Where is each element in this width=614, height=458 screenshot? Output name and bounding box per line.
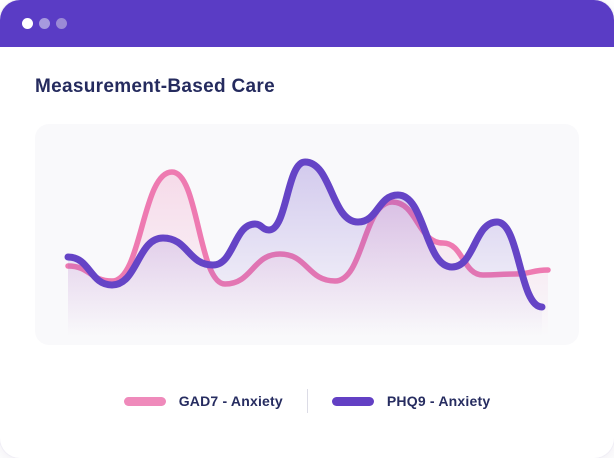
phq9-area-fill	[68, 162, 542, 345]
phq9-legend-swatch	[331, 396, 374, 406]
chart-legend: GAD7 - Anxiety PHQ9 - Anxiety	[0, 389, 614, 413]
window-titlebar	[0, 0, 614, 47]
phq9-legend-label: PHQ9 - Anxiety	[386, 393, 491, 409]
window-control-dot-3[interactable]	[56, 18, 67, 29]
page-title: Measurement-Based Care	[35, 76, 275, 97]
gad7-legend-label: GAD7 - Anxiety	[178, 393, 283, 409]
gad7-legend-swatch	[123, 396, 166, 406]
legend-item-gad7[interactable]: GAD7 - Anxiety	[123, 393, 283, 409]
phq9-trend-line	[64, 158, 546, 311]
trend-chart-svg	[64, 158, 551, 345]
window-control-dot-2[interactable]	[39, 18, 50, 29]
window-control-dot-1[interactable]	[22, 18, 33, 29]
legend-item-phq9[interactable]: PHQ9 - Anxiety	[331, 393, 491, 409]
legend-divider	[306, 389, 308, 413]
trend-chart-panel	[35, 124, 579, 345]
